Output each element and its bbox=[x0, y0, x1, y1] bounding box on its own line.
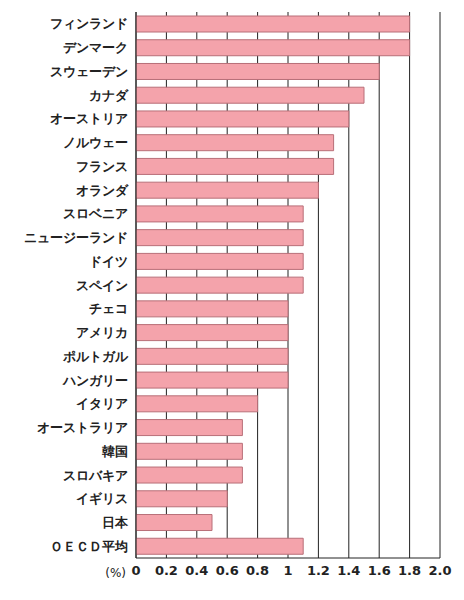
svg-text:1.4: 1.4 bbox=[337, 563, 360, 578]
svg-text:1.2: 1.2 bbox=[307, 563, 330, 578]
svg-text:1.8: 1.8 bbox=[398, 563, 421, 578]
svg-text:日本: 日本 bbox=[102, 515, 129, 530]
svg-text:スロバキア: スロバキア bbox=[63, 468, 128, 483]
svg-text:スロベニア: スロベニア bbox=[63, 206, 128, 221]
svg-text:カナダ: カナダ bbox=[89, 88, 129, 103]
svg-text:ポルトガル: ポルトガル bbox=[62, 349, 129, 364]
svg-text:アメリカ: アメリカ bbox=[76, 325, 128, 340]
svg-text:0.8: 0.8 bbox=[246, 563, 269, 578]
svg-text:ノルウェー: ノルウェー bbox=[63, 135, 128, 150]
svg-text:0.4: 0.4 bbox=[185, 563, 208, 578]
svg-text:ハンガリー: ハンガリー bbox=[62, 373, 128, 388]
svg-text:オーストラリア: オーストラリア bbox=[37, 420, 128, 435]
svg-text:1: 1 bbox=[283, 563, 292, 578]
svg-text:2.0: 2.0 bbox=[428, 563, 451, 578]
svg-text:フィンランド: フィンランド bbox=[50, 16, 128, 31]
svg-text:0.6: 0.6 bbox=[216, 563, 239, 578]
svg-text:チェコ: チェコ bbox=[89, 301, 128, 316]
svg-text:ドイツ: ドイツ bbox=[89, 254, 128, 269]
svg-text:デンマーク: デンマーク bbox=[63, 40, 128, 55]
svg-text:ＯＥＣＤ平均: ＯＥＣＤ平均 bbox=[50, 539, 128, 554]
svg-text:1.6: 1.6 bbox=[368, 563, 391, 578]
svg-text:(%): (%) bbox=[105, 566, 126, 580]
svg-text:フランス: フランス bbox=[76, 159, 128, 174]
svg-text:イギリス: イギリス bbox=[76, 491, 128, 506]
svg-text:スペイン: スペイン bbox=[76, 278, 128, 293]
svg-text:ニュージーランド: ニュージーランド bbox=[24, 230, 128, 245]
svg-text:オーストリア: オーストリア bbox=[50, 111, 128, 126]
svg-text:スウェーデン: スウェーデン bbox=[50, 64, 128, 79]
svg-text:韓国: 韓国 bbox=[102, 444, 128, 459]
svg-text:オランダ: オランダ bbox=[76, 183, 129, 198]
svg-text:0: 0 bbox=[131, 563, 140, 578]
svg-text:イタリア: イタリア bbox=[76, 396, 128, 411]
svg-text:0.2: 0.2 bbox=[155, 563, 178, 578]
